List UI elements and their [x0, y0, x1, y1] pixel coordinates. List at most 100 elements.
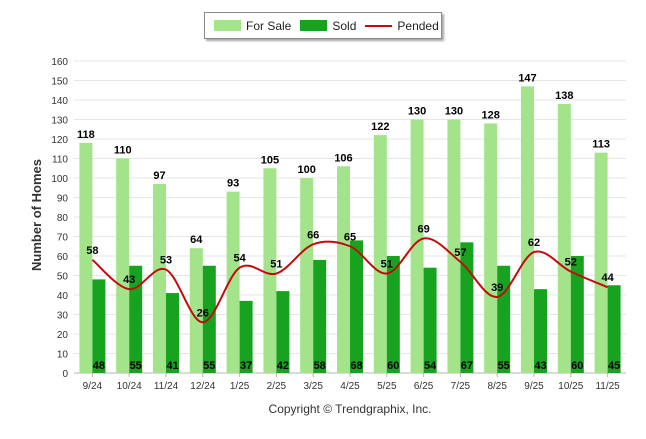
bar-layer	[79, 86, 621, 374]
bar-for-sale-6-25	[410, 119, 424, 373]
bar-sold-9-25	[534, 289, 547, 373]
bar-for-sale-11-24	[153, 183, 166, 373]
label-pended-3-25: 66	[307, 229, 319, 241]
label-pended-11-25: 44	[601, 272, 614, 284]
y-axis-label: Number of Homes	[29, 159, 44, 271]
x-tick-label-2-25: 2/25	[267, 381, 287, 392]
y-tick-label-140: 140	[51, 96, 68, 107]
bar-sold-9-24	[92, 279, 106, 373]
chart-legend: For Sale Sold Pended	[204, 12, 442, 39]
copyright-footer: Copyright © Trendgraphix, Inc.	[268, 402, 432, 416]
legend-label-for-sale: For Sale	[246, 18, 292, 33]
bar-for-sale-10-25	[557, 103, 571, 374]
label-for-sale-4-25: 106	[334, 152, 352, 164]
legend-item-pended[interactable]: Pended	[365, 18, 439, 33]
label-sold-12-24: 55	[203, 360, 215, 372]
y-tick-label-90: 90	[57, 194, 69, 205]
label-pended-9-25: 62	[528, 237, 540, 249]
bar-for-sale-2-25	[263, 168, 277, 373]
bar-for-sale-5-25	[373, 135, 387, 373]
y-tick-label-120: 120	[51, 135, 68, 146]
label-sold-10-24: 55	[130, 360, 142, 372]
x-tick-label-10-25: 10/25	[558, 381, 583, 392]
bar-sold-11-24	[166, 293, 179, 373]
label-pended-12-24: 26	[197, 307, 209, 319]
bar-sold-10-24	[129, 265, 143, 373]
label-for-sale-2-25: 105	[261, 154, 279, 166]
y-tick-label-130: 130	[51, 116, 68, 127]
label-for-sale-9-24: 118	[77, 129, 95, 141]
label-sold-1-25: 37	[240, 360, 252, 372]
bar-for-sale-9-25	[521, 86, 534, 373]
label-for-sale-7-25: 130	[445, 106, 463, 118]
label-sold-10-25: 60	[571, 360, 583, 372]
bar-sold-11-25	[607, 285, 621, 373]
x-tick-label-4-25: 4/25	[340, 381, 360, 392]
label-pended-10-25: 52	[565, 257, 577, 269]
label-sold-6-25: 54	[424, 360, 437, 372]
label-for-sale-6-25: 130	[408, 106, 426, 118]
bar-for-sale-7-25	[447, 119, 461, 373]
label-for-sale-10-25: 138	[555, 90, 573, 102]
x-tick-label-11-25: 11/25	[595, 381, 620, 392]
line-pended	[91, 237, 608, 324]
x-tick-label-3-25: 3/25	[303, 381, 323, 392]
label-for-sale-12-24: 64	[190, 234, 203, 246]
label-for-sale-10-24: 110	[114, 145, 132, 157]
bar-sold-5-25	[386, 256, 400, 373]
label-sold-9-25: 43	[534, 360, 546, 372]
label-sold-7-25: 67	[461, 360, 473, 372]
legend-swatch-sold	[300, 20, 328, 31]
y-tick-label-150: 150	[51, 77, 68, 88]
y-tick-label-80: 80	[57, 213, 69, 224]
bar-for-sale-9-24	[79, 142, 93, 373]
x-tick-label-5-25: 5/25	[377, 381, 397, 392]
label-sold-4-25: 68	[350, 360, 362, 372]
label-layer: 118 48 110 55 97 41 64 55 93 37 105 42 100 58 106 68 122…	[77, 72, 620, 372]
label-pended-8-25: 39	[491, 282, 503, 294]
bar-for-sale-8-25	[484, 123, 498, 374]
x-tick-label-6-25: 6/25	[414, 381, 434, 392]
label-pended-1-25: 54	[233, 253, 246, 265]
legend-item-sold[interactable]: Sold	[300, 19, 356, 33]
y-tick-label-70: 70	[57, 233, 69, 244]
label-sold-9-24: 48	[93, 360, 105, 372]
y-tick-label-60: 60	[57, 252, 69, 263]
x-tick-label-12-24: 12/24	[190, 381, 215, 392]
axis-layer: 0 10 20 30 40 50 60 70 80 90 100 110 120 130 140 150 160…	[51, 57, 620, 392]
y-tick-label-10: 10	[57, 350, 69, 361]
x-tick-label-9-24: 9/24	[83, 381, 103, 392]
y-tick-label-40: 40	[57, 291, 69, 302]
label-pended-9-24: 58	[86, 245, 98, 257]
label-sold-8-25: 55	[498, 360, 510, 372]
y-tick-label-50: 50	[57, 272, 69, 283]
y-tick-label-30: 30	[57, 311, 69, 322]
bar-for-sale-11-25	[594, 152, 608, 373]
y-tick-label-110: 110	[52, 155, 68, 166]
label-for-sale-9-25: 147	[518, 72, 536, 84]
legend-item-for-sale[interactable]: For Sale	[214, 19, 291, 33]
label-for-sale-8-25: 128	[482, 109, 500, 121]
bar-for-sale-1-25	[226, 191, 240, 373]
bar-for-sale-4-25	[337, 166, 350, 373]
y-tick-label-100: 100	[51, 174, 68, 185]
bar-sold-6-25	[423, 267, 437, 373]
bar-sold-8-25	[497, 265, 511, 373]
legend-swatch-for-sale	[214, 20, 241, 31]
bar-for-sale-3-25	[300, 178, 314, 373]
label-sold-2-25: 42	[277, 360, 289, 372]
legend-label-pended: Pended	[397, 18, 439, 33]
label-pended-6-25: 69	[417, 223, 429, 235]
label-for-sale-11-25: 113	[592, 139, 610, 151]
bar-sold-2-25	[276, 291, 290, 373]
bar-sold-4-25	[350, 240, 363, 373]
y-tick-label-0: 0	[62, 369, 68, 380]
label-pended-11-24: 53	[160, 255, 172, 267]
label-for-sale-1-25: 93	[227, 178, 239, 190]
label-pended-10-24: 43	[123, 274, 135, 286]
bar-sold-3-25	[313, 259, 327, 373]
bar-sold-1-25	[239, 300, 253, 373]
x-tick-label-10-24: 10/24	[117, 381, 142, 392]
